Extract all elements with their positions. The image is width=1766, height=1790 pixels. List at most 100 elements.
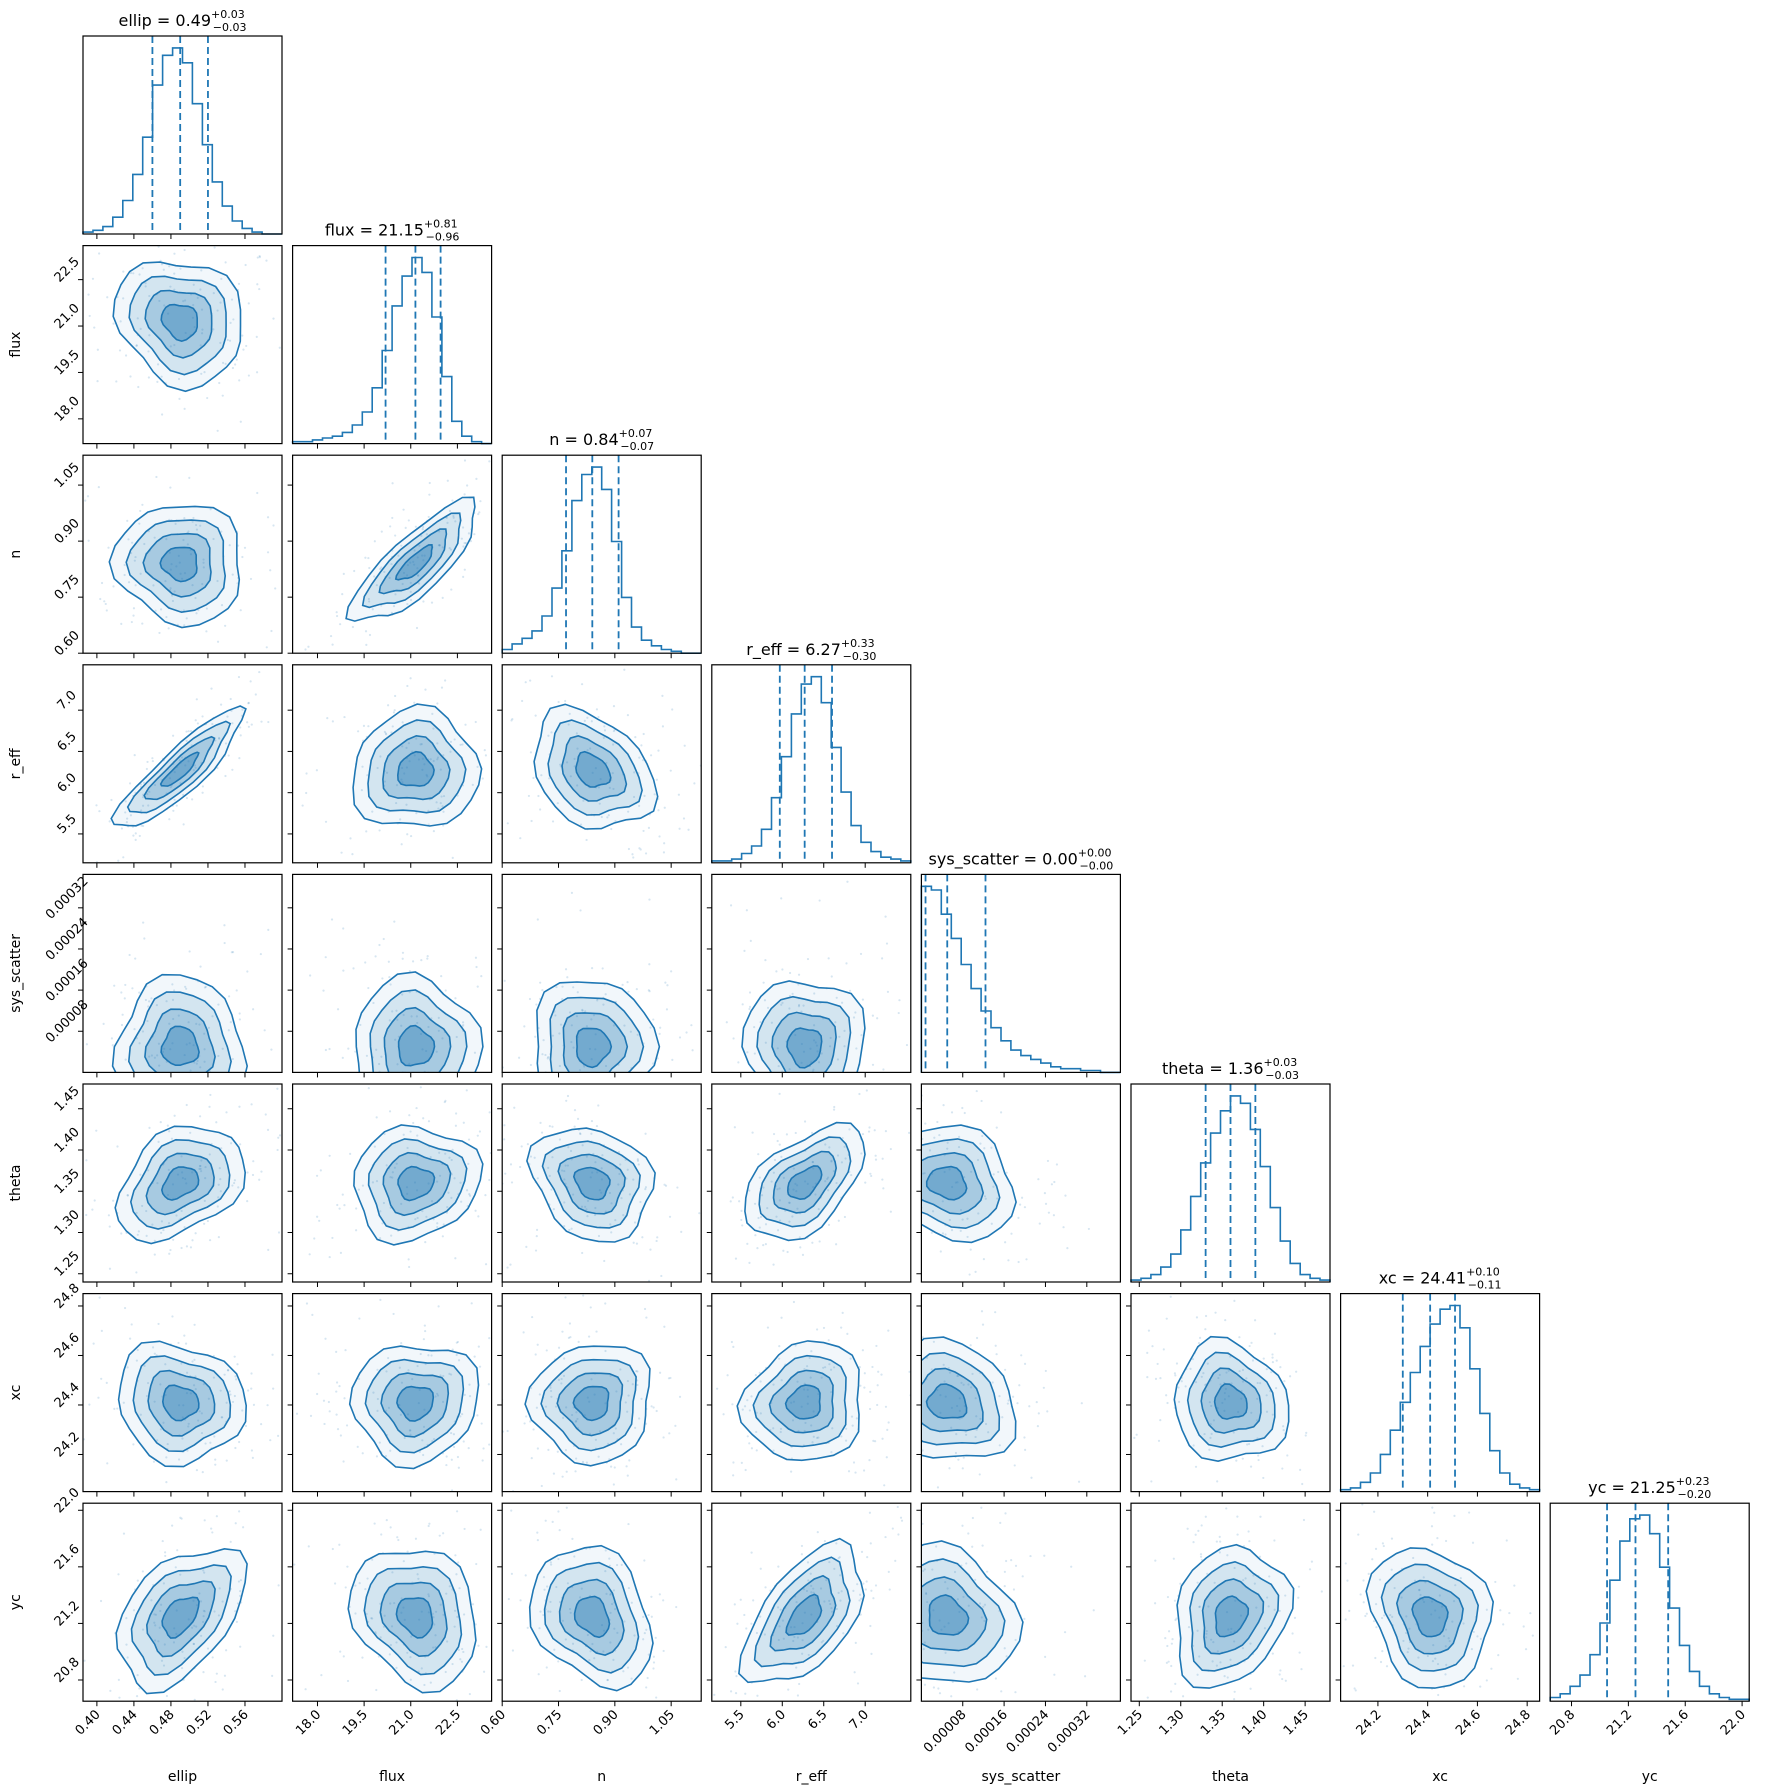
scatter-point — [779, 1427, 783, 1430]
scatter-point — [844, 1439, 848, 1442]
scatter-point — [141, 804, 145, 807]
contour-line — [1173, 1335, 1290, 1463]
scatter-point — [1021, 1575, 1024, 1578]
scatter-point — [854, 1471, 857, 1474]
scatter-point — [448, 1585, 451, 1588]
scatter-point — [1171, 1638, 1174, 1641]
scatter-point — [390, 731, 393, 734]
scatter-point — [659, 1371, 662, 1374]
scatter-point — [930, 1231, 933, 1234]
scatter-point — [1172, 1557, 1175, 1560]
scatter-point — [564, 1296, 567, 1299]
scatter-point — [1299, 1468, 1302, 1471]
scatter-point — [464, 723, 467, 726]
scatter-point — [88, 1403, 91, 1406]
scatter-point — [120, 1023, 124, 1027]
scatter-point — [589, 747, 592, 750]
scatter-point — [214, 1458, 217, 1461]
density-fill — [737, 1340, 859, 1461]
scatter-point — [373, 575, 376, 578]
scatter-point — [153, 1621, 156, 1624]
scatter-point — [453, 738, 456, 741]
density-fill — [1187, 1352, 1275, 1448]
scatter-point — [561, 1619, 564, 1622]
scatter-point — [427, 1595, 431, 1598]
scatter-point — [1362, 1601, 1365, 1604]
scatter-point — [690, 1024, 693, 1027]
density-fill — [921, 1337, 1016, 1458]
scatter-point — [642, 732, 645, 736]
scatter-point — [822, 1326, 826, 1330]
scatter-point — [1357, 1533, 1360, 1536]
scatter-point — [308, 1253, 311, 1256]
scatter-point — [258, 254, 261, 258]
scatter-point — [201, 791, 204, 794]
scatter-point — [184, 764, 187, 767]
scatter-point — [181, 1650, 184, 1653]
scatter-point — [662, 1436, 665, 1439]
scatter-point — [534, 1353, 537, 1356]
scatter-point — [238, 379, 241, 382]
scatter-point — [379, 1210, 382, 1213]
scatter-point — [382, 937, 385, 941]
scatter-point — [529, 679, 532, 682]
scatter-point — [213, 1435, 216, 1438]
scatter-point — [230, 1142, 233, 1145]
scatter-point — [457, 1466, 460, 1469]
scatter-point — [407, 1258, 410, 1261]
scatter-point — [187, 730, 190, 733]
scatter-point — [165, 1000, 168, 1003]
scatter-point — [840, 1326, 843, 1329]
scatter-point — [396, 1018, 399, 1021]
scatter-point — [226, 1369, 230, 1372]
density-fill — [398, 1025, 435, 1066]
scatter-point — [212, 537, 215, 541]
scatter-point — [564, 699, 567, 703]
scatter-point — [220, 530, 223, 533]
scatter-point — [1210, 1404, 1213, 1408]
contour-line — [112, 261, 242, 393]
scatter-point — [504, 1172, 507, 1175]
scatter-point — [594, 1206, 597, 1210]
scatter-point — [438, 1534, 441, 1537]
scatter-point — [134, 838, 137, 841]
scatter-point — [1344, 1562, 1347, 1565]
scatter-point — [1181, 1695, 1185, 1698]
scatter-point — [586, 1633, 589, 1637]
scatter-point — [741, 1224, 744, 1227]
scatter-point — [177, 1404, 181, 1407]
scatter-point — [638, 847, 641, 850]
scatter-point — [406, 564, 410, 567]
scatter-point — [509, 1163, 513, 1166]
scatter-point — [778, 1092, 781, 1095]
scatter-point — [340, 851, 343, 854]
scatter-point — [868, 1126, 871, 1129]
scatter-point — [120, 827, 124, 830]
scatter-point — [219, 1178, 222, 1181]
scatter-point — [1223, 1391, 1226, 1395]
scatter-point — [453, 1625, 456, 1628]
scatter-point — [274, 587, 277, 590]
scatter-point — [223, 1373, 226, 1376]
scatter-point — [1282, 1425, 1285, 1428]
scatter-point — [1265, 1410, 1269, 1413]
scatter-point — [418, 1450, 421, 1453]
scatter-point — [586, 716, 589, 719]
scatter-point — [1505, 1539, 1508, 1542]
density-fill — [548, 720, 643, 815]
scatter-point — [860, 1034, 863, 1037]
scatter-point — [200, 1634, 203, 1637]
density-fill — [926, 1166, 967, 1200]
scatter-point — [238, 756, 241, 760]
contour-line — [1365, 1547, 1495, 1689]
scatter-point — [129, 814, 133, 817]
panel-frame — [82, 245, 283, 445]
scatter-point — [889, 1147, 892, 1151]
scatter-point — [575, 1015, 579, 1018]
scatter-point — [358, 1582, 361, 1585]
scatter-point — [419, 743, 422, 746]
scatter-point — [86, 495, 90, 498]
scatter-point — [185, 1392, 189, 1395]
scatter-point — [136, 317, 139, 320]
scatter-point — [131, 541, 134, 544]
